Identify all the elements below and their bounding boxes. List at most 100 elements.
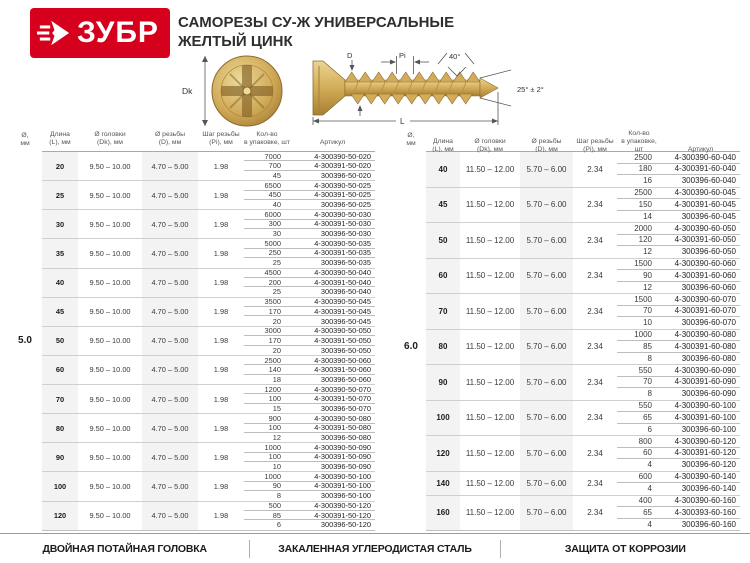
- thread-diameter-value: 4.70 – 5.00: [142, 210, 198, 239]
- pack-qty-value: 4: [647, 460, 652, 470]
- article-number: 4-300390-50-045: [290, 297, 375, 307]
- head-diameter-value: 9.50 – 10.00: [89, 248, 131, 258]
- pack-qty-value: 6: [276, 520, 281, 530]
- head-diameter-value: 9.50 – 10.00: [89, 394, 131, 404]
- pack-qty-value: 2500: [617, 152, 661, 164]
- thread-diameter-value: 5.70 – 6.00: [520, 436, 573, 471]
- thread-diameter-value: 4.70 – 5.00: [142, 385, 198, 414]
- article-number: 4-300391-60-080: [661, 341, 740, 353]
- feature-double-countersunk-head: ДВОЙНАЯ ПОТАЙНАЯ ГОЛОВКА: [42, 542, 207, 555]
- pack-qty-value: 550: [617, 365, 661, 377]
- thread-diameter-value: 4.70 – 5.00: [142, 268, 198, 297]
- pack-qty-value: 100: [244, 423, 290, 433]
- head-diameter-value: 11.50 – 12.00: [465, 377, 515, 387]
- pack-qty-value: 65: [617, 507, 661, 519]
- feature-footer: ДВОЙНАЯ ПОТАЙНАЯ ГОЛОВКА ЗАКАЛЕННАЯ УГЛЕ…: [0, 533, 750, 563]
- head-diameter-value: 9.50 – 10.00: [89, 365, 131, 375]
- article-number: 300396-60-060: [681, 282, 736, 292]
- article-number: 300396-50-040: [320, 287, 371, 297]
- header-line: (Pi), мм: [583, 146, 607, 153]
- pack-qty-value: 800: [617, 436, 661, 448]
- thread-diameter-value: 4.70 – 5.00: [142, 501, 198, 530]
- dk-dimension: [202, 56, 208, 126]
- article-number: 4-300390-60-040: [661, 152, 740, 164]
- d-dimension: [349, 60, 363, 116]
- header-line: Шаг резьбы: [202, 131, 240, 138]
- article-number: 300396-50-045: [320, 316, 371, 326]
- article-number: 4-300391-50-060: [290, 365, 375, 375]
- zubr-arrow-icon: [37, 20, 70, 46]
- article-number: 4-300391-60-070: [661, 306, 740, 317]
- thread-pitch-value: 1.98: [213, 161, 229, 171]
- column-header: Ø резьбы (D), мм: [142, 130, 198, 151]
- thread-pitch-value: 1.98: [213, 278, 229, 288]
- article-number: 4-300390-50-100: [290, 472, 375, 482]
- dk-label: Dk: [182, 86, 193, 96]
- spec-table-5mm: Ø, мм 5.0 Длина (L), мм Ø головки (Dk), мм Ø р…: [8, 130, 375, 531]
- pack-qty-value: 170: [244, 307, 290, 317]
- article-number: 4-300391-60-090: [661, 377, 740, 388]
- head-diameter-value: 9.50 – 10.00: [89, 278, 131, 288]
- thread-diameter-value: 4.70 – 5.00: [142, 239, 198, 268]
- article-number: 300396-60-050: [681, 247, 736, 257]
- pack-qty-value: 25: [272, 258, 281, 268]
- spec-table-body: Длина (L), мм Ø головки (Dk), мм Ø резьбы (D)…: [426, 130, 740, 531]
- header-line: Артикул: [319, 139, 346, 146]
- pack-qty-value: 100: [244, 394, 290, 404]
- pack-qty-value: 400: [617, 496, 661, 507]
- length-value: 30: [42, 210, 78, 239]
- header-line: Ø,: [21, 132, 29, 139]
- thread-diameter-value: 5.70 – 6.00: [520, 471, 573, 495]
- article-number: 4-300391-50-100: [290, 481, 375, 492]
- article-number: 4-300391-60-120: [661, 448, 740, 459]
- article-number: 4-300391-60-040: [661, 164, 740, 175]
- pack-qty-value: 500: [244, 501, 290, 511]
- thread-pitch-value: 2.34: [587, 508, 603, 518]
- article-number: 4-300390-60-140: [661, 472, 740, 483]
- table-row: 40 11.50 – 12.00 5.70 – 6.00 2.34 2500 4-3003…: [426, 152, 740, 187]
- pack-qty-value: 1500: [617, 259, 661, 270]
- zubr-logo: ЗУБР: [30, 8, 170, 58]
- head-diameter-value: 11.50 – 12.00: [465, 342, 515, 352]
- thread-diameter-value: 4.70 – 5.00: [142, 297, 198, 326]
- head-diameter-value: 11.50 – 12.00: [465, 478, 515, 488]
- pack-qty-value: 6500: [244, 181, 290, 191]
- pack-qty-value: 12: [272, 433, 281, 443]
- article-number: 4-300390-50-040: [290, 268, 375, 278]
- header-line: Кол-во: [256, 131, 278, 138]
- header-line: Длина: [433, 138, 453, 145]
- article-number: 4-300391-50-120: [290, 511, 375, 521]
- pack-qty-value: 90: [617, 270, 661, 282]
- pack-qty-value: 7000: [244, 152, 290, 162]
- table-header-row: Длина (L), мм Ø головки (Dk), мм Ø резьбы (D)…: [426, 130, 740, 153]
- pack-qty-value: 2500: [617, 188, 661, 199]
- column-header: Длина (L), мм: [426, 130, 460, 158]
- length-value: 60: [42, 355, 78, 384]
- length-value: 120: [426, 436, 460, 471]
- thread-diameter-value: 4.70 – 5.00: [142, 326, 198, 355]
- table-row: 40 9.50 – 10.00 4.70 – 5.00 1.98 4500 4-30039…: [42, 267, 375, 297]
- thread-diameter-value: 5.70 – 6.00: [520, 258, 573, 293]
- spec-table-6mm: Ø, мм 6.0 Длина (L), мм Ø головки (Dk), мм Ø р…: [396, 130, 740, 531]
- table-row: 90 9.50 – 10.00 4.70 – 5.00 1.98 1000 4-30039…: [42, 442, 375, 472]
- thread-pitch-value: 2.34: [587, 377, 603, 387]
- article-number: 4-300390-50-035: [290, 239, 375, 249]
- head-diameter-value: 11.50 – 12.00: [465, 271, 515, 281]
- column-header: Ø головки (Dk), мм: [460, 130, 520, 158]
- head-diameter-value: 9.50 – 10.00: [89, 219, 131, 229]
- table-row: 50 11.50 – 12.00 5.70 – 6.00 2.34 2000 4-3003…: [426, 222, 740, 258]
- table-row: 100 9.50 – 10.00 4.70 – 5.00 1.98 1000 4-3003…: [42, 471, 375, 501]
- pack-qty-value: 8: [276, 491, 281, 501]
- feature-hardened-carbon-steel: ЗАКАЛЕННАЯ УГЛЕРОДИСТАЯ СТАЛЬ: [278, 542, 472, 555]
- article-number: 4-300391-50-030: [290, 219, 375, 229]
- thread-pitch-value: 2.34: [587, 448, 603, 458]
- article-number: 300396-60-100: [681, 424, 736, 434]
- pack-qty-value: 550: [617, 401, 661, 412]
- thread-pitch-value: 1.98: [213, 248, 229, 258]
- pack-qty-value: 200: [244, 278, 290, 288]
- thread-diameter-value: 4.70 – 5.00: [142, 443, 198, 472]
- header-line: Шаг резьбы: [576, 138, 614, 145]
- column-header: Артикул: [661, 130, 740, 158]
- article-number: 4-300391-50-020: [290, 161, 375, 171]
- diameter-column: Ø, мм 6.0: [396, 130, 426, 530]
